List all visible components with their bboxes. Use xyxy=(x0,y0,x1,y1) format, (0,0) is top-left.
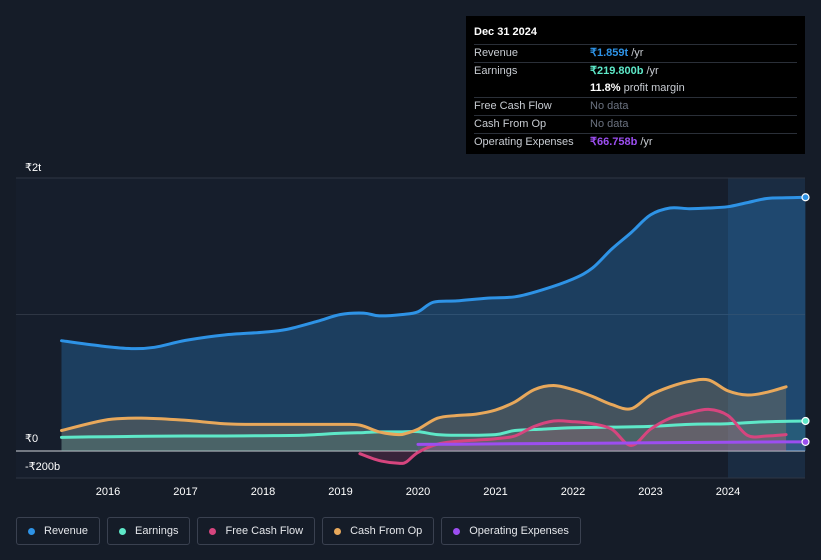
tooltip-fcf-label: Free Cash Flow xyxy=(474,100,552,112)
tooltip-date: Dec 31 2024 xyxy=(474,26,537,38)
tooltip-row-earnings: Earnings ₹219.800b /yr xyxy=(474,62,797,80)
legend-earnings[interactable]: Earnings xyxy=(107,517,191,545)
tooltip-opex-unit: /yr xyxy=(640,136,653,148)
x-tick-label: 2021 xyxy=(483,486,507,498)
tooltip-earnings-label: Earnings xyxy=(474,65,518,77)
y-tick-label: -₹200b xyxy=(25,461,60,473)
area-cfo xyxy=(61,379,787,451)
x-tick-label: 2024 xyxy=(716,486,740,498)
legend-cfo[interactable]: Cash From Op xyxy=(322,517,435,545)
line-cfo xyxy=(60,377,788,437)
x-axis-labels: 2016 2017 2018 2019 2020 2021 2022 2023 2024 xyxy=(96,486,740,498)
area-revenue xyxy=(61,197,806,451)
gridlines xyxy=(16,177,805,479)
legend-revenue-label: Revenue xyxy=(44,525,89,537)
x-tick-label: 2018 xyxy=(251,486,275,498)
line-opex xyxy=(416,440,807,446)
x-tick-label: 2017 xyxy=(173,486,197,498)
tooltip-row-revenue: Revenue ₹1.859t /yr xyxy=(474,44,797,62)
tooltip-earnings-value: ₹219.800b xyxy=(590,65,644,77)
tooltip-cfo-value: No data xyxy=(590,118,629,130)
tooltip-margin-label: profit margin xyxy=(623,82,685,94)
legend-cfo-label: Cash From Op xyxy=(350,525,423,537)
opex-dot-icon xyxy=(453,527,461,535)
x-tick-label: 2019 xyxy=(328,486,352,498)
y-tick-label: ₹2t xyxy=(25,162,41,174)
tooltip-fcf-value: No data xyxy=(590,100,629,112)
endpoint-revenue xyxy=(801,193,810,202)
tooltip-row-cfo: Cash From Op No data xyxy=(474,115,797,133)
tooltip-margin-value: 11.8% xyxy=(590,82,621,94)
legend-earnings-label: Earnings xyxy=(135,525,179,537)
x-tick-label: 2016 xyxy=(96,486,120,498)
tooltip-revenue-unit: /yr xyxy=(631,47,644,59)
x-tick-label: 2023 xyxy=(638,486,662,498)
tooltip-earnings-unit: /yr xyxy=(646,65,659,77)
tooltip-row-opex: Operating Expenses ₹66.758b /yr xyxy=(474,133,797,151)
line-fcf xyxy=(358,407,788,465)
x-tick-label: 2022 xyxy=(561,486,585,498)
tooltip-row-margin: 11.8% profit margin xyxy=(474,80,797,97)
data-tooltip: Dec 31 2024 Revenue ₹1.859t /yr Earnings… xyxy=(466,16,805,154)
endpoint-earnings xyxy=(801,416,810,426)
tooltip-revenue-value: ₹1.859t xyxy=(590,47,629,59)
tooltip-revenue-label: Revenue xyxy=(474,47,519,59)
y-tick-label: ₹0 xyxy=(25,433,38,445)
tooltip-opex-value: ₹66.758b xyxy=(590,136,638,148)
legend-fcf[interactable]: Free Cash Flow xyxy=(197,517,316,545)
legend-revenue[interactable]: Revenue xyxy=(16,517,101,545)
earnings-dot-icon xyxy=(119,527,127,535)
y-axis-labels: ₹2t ₹0 -₹200b xyxy=(25,162,60,473)
legend-opex-label: Operating Expenses xyxy=(469,525,569,537)
fcf-dot-icon xyxy=(209,527,217,535)
chart-legend: Revenue Earnings Free Cash Flow Cash Fro… xyxy=(16,517,588,547)
revenue-dot-icon xyxy=(28,527,35,535)
tooltip-row-fcf: Free Cash Flow No data xyxy=(474,97,797,115)
legend-opex[interactable]: Operating Expenses xyxy=(441,517,581,545)
x-tick-label: 2020 xyxy=(406,486,430,498)
cfo-dot-icon xyxy=(334,527,342,535)
legend-fcf-label: Free Cash Flow xyxy=(225,525,304,537)
area-fcf xyxy=(359,409,787,464)
endpoint-opex xyxy=(801,437,810,446)
plot-background xyxy=(16,178,805,478)
tooltip-cfo-label: Cash From Op xyxy=(474,118,547,130)
line-revenue xyxy=(60,195,807,351)
series-endpoints xyxy=(801,193,810,446)
series-lines xyxy=(60,195,807,465)
tooltip-opex-label: Operating Expenses xyxy=(474,136,574,148)
